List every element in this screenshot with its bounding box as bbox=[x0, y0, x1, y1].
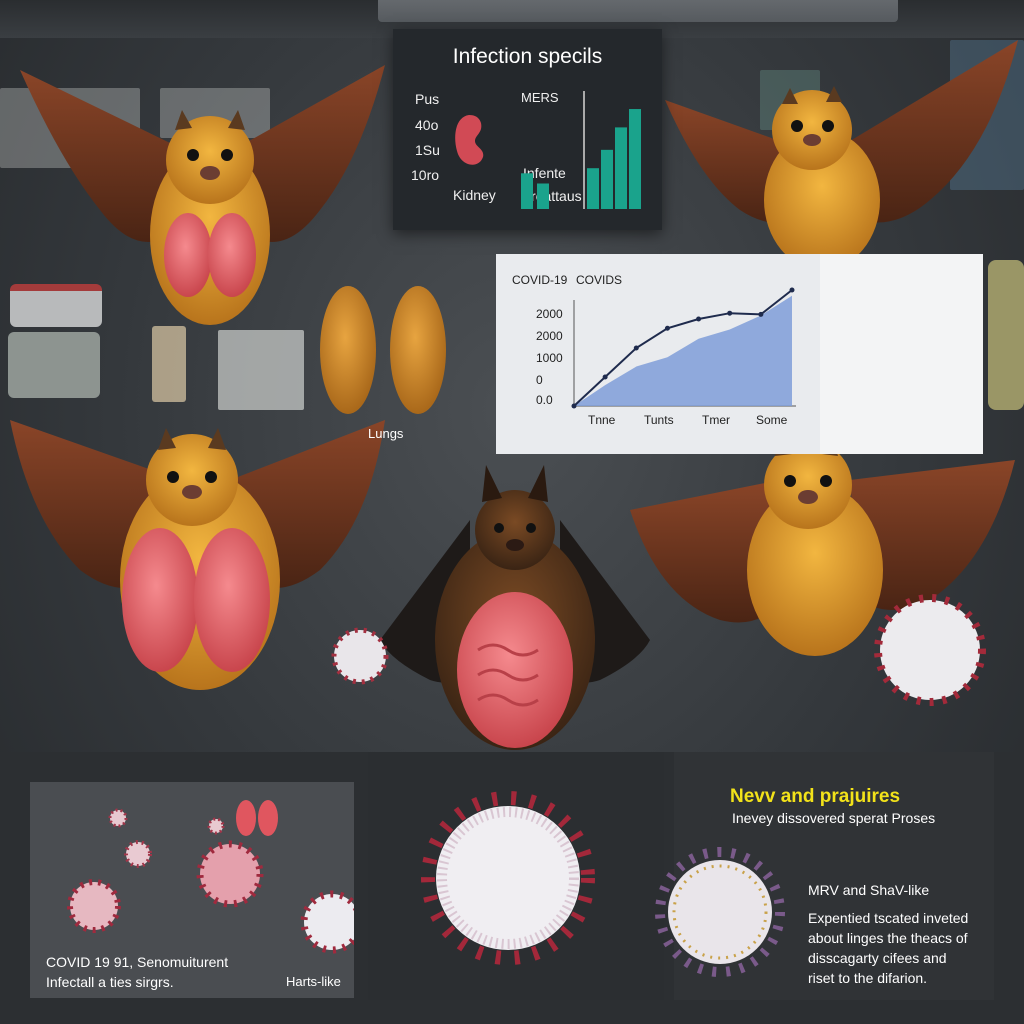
infection-label: 40o bbox=[415, 117, 439, 133]
virus-icon bbox=[655, 847, 785, 977]
bottom-left-caption-line2: Infectall a ties sirgrs. bbox=[46, 974, 174, 990]
background-bottle bbox=[152, 326, 186, 402]
bat-top-left bbox=[20, 65, 385, 325]
lungs-organ bbox=[320, 286, 446, 414]
infection-panel: Infection specils Pus 40o 1Su 10ro Kidne… bbox=[393, 29, 662, 230]
chart-title: COVID-19 bbox=[512, 273, 568, 287]
background-bottle bbox=[988, 260, 1024, 410]
virus-icon bbox=[124, 840, 152, 868]
infection-bar bbox=[537, 183, 549, 209]
infection-label: Pus bbox=[415, 91, 440, 107]
chart-point bbox=[602, 374, 608, 380]
chart-point bbox=[571, 403, 577, 409]
infection-bar bbox=[615, 127, 627, 209]
infection-bar bbox=[587, 168, 599, 209]
chart-point bbox=[789, 287, 795, 293]
infection-panel-title: Infection specils bbox=[452, 45, 603, 68]
virus-icon bbox=[421, 791, 595, 965]
bat-middle-left bbox=[10, 420, 385, 690]
lungs-label: Lungs bbox=[368, 426, 404, 441]
covid-chart-panel: COVID-19 COVIDS 2000 2000 1000 0 0.0 Tnne Tun… bbox=[496, 254, 983, 454]
virus-icon bbox=[874, 594, 986, 706]
bottom-right-body-line: disscagarty cifees and bbox=[808, 950, 947, 966]
infection-bar bbox=[521, 173, 533, 209]
chart-area-series bbox=[574, 295, 792, 406]
mers-label: MERS bbox=[521, 90, 559, 105]
background-card bbox=[218, 330, 304, 410]
bottom-left-caption-line1: COVID 19 91, Senomuiturent bbox=[46, 954, 229, 970]
y-tick-label: 2000 bbox=[536, 307, 563, 321]
chart-point bbox=[696, 316, 702, 322]
chart-point bbox=[727, 310, 733, 316]
background-jar bbox=[8, 332, 100, 398]
y-tick-label: 2000 bbox=[536, 329, 563, 343]
kidney-label: Kidney bbox=[453, 187, 496, 203]
bat-middle-right bbox=[630, 436, 1015, 656]
y-tick-label: 0.0 bbox=[536, 393, 553, 407]
bottom-right-heading: Nevv and prajuires bbox=[730, 786, 901, 807]
bats-illustration bbox=[10, 40, 1018, 750]
bottom-right-body-line: riset to the difarion. bbox=[808, 970, 928, 986]
infection-bar bbox=[601, 149, 613, 209]
chart-line-series bbox=[573, 289, 793, 407]
background-light bbox=[378, 0, 898, 22]
chart-panel-side bbox=[820, 254, 983, 454]
virus-icon bbox=[196, 840, 264, 908]
infection-bar bbox=[629, 109, 641, 209]
virus-icon bbox=[67, 879, 121, 933]
chart-point bbox=[758, 311, 764, 317]
infente-label: Infente bbox=[523, 165, 566, 181]
virus-icon bbox=[300, 890, 354, 954]
chart-subtitle: COVIDS bbox=[576, 273, 622, 287]
bottom-right-subheading: Inevey dissovered sperat Proses bbox=[732, 810, 936, 826]
chart-point bbox=[664, 325, 670, 331]
virus-icon bbox=[108, 808, 128, 828]
x-tick-label: Tunts bbox=[644, 413, 674, 427]
bottom-right-body-line: Expentied tscated inveted bbox=[808, 910, 969, 926]
y-tick-label: 1000 bbox=[536, 351, 563, 365]
bar-axis bbox=[583, 91, 585, 209]
infection-label: 10ro bbox=[411, 167, 440, 183]
x-tick-label: Some bbox=[756, 413, 788, 427]
bat-top-right bbox=[665, 40, 1018, 270]
bottom-mid-panel bbox=[368, 752, 664, 1000]
kidney-icon bbox=[455, 115, 484, 165]
y-tick-label: 0 bbox=[536, 373, 543, 387]
bottom-left-side-label: Harts-like bbox=[286, 974, 341, 989]
virus-cluster bbox=[67, 800, 354, 954]
x-tick-label: Tmer bbox=[702, 413, 730, 427]
infection-bar-chart bbox=[521, 109, 641, 209]
bottom-right-panel: Nevv and prajuires Inevey dissovered spe… bbox=[655, 752, 994, 1000]
infection-label: 1Su bbox=[415, 142, 440, 158]
bottom-right-label: MRV and ShaV-like bbox=[808, 882, 930, 898]
background-jar bbox=[10, 284, 102, 327]
kidney-icon bbox=[236, 800, 278, 836]
bottom-right-body-line: about linges the theacs of bbox=[808, 930, 968, 946]
covid-chart: COVID-19 COVIDS 2000 2000 1000 0 0.0 Tnne Tun… bbox=[512, 273, 796, 427]
virus-icon bbox=[207, 817, 225, 835]
bat-center bbox=[380, 465, 650, 750]
bottom-left-panel: COVID 19 91, Senomuiturent Infectall a t… bbox=[30, 782, 354, 998]
chart-point bbox=[633, 345, 639, 351]
virus-icon bbox=[331, 627, 389, 685]
x-tick-label: Tnne bbox=[588, 413, 616, 427]
